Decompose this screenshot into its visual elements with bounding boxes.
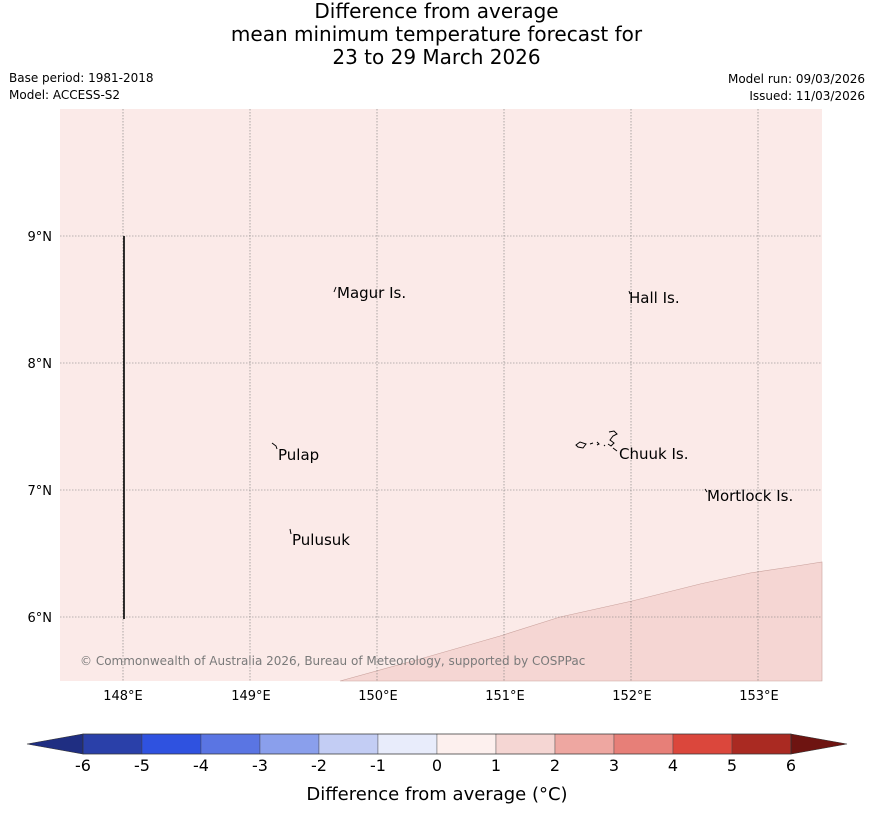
lon-tick-153e: 153°E — [739, 689, 779, 704]
colorbar-tick-label: 4 — [668, 756, 678, 775]
place-labels: Magur Is. Hall Is. Pulap Chuuk Is. Mortl… — [278, 284, 793, 549]
colorbar-bins — [82, 733, 792, 755]
colorbar-tick-label: -6 — [75, 756, 91, 775]
colorbar-under-arrow — [26, 733, 84, 755]
colorbar-over-arrow — [790, 733, 848, 755]
base-period: Base period: 1981-2018 — [9, 71, 154, 85]
meta-right: Model run: 09/03/2026 Issued: 11/03/2026 — [728, 71, 865, 105]
place-label-magur: Magur Is. — [337, 284, 406, 302]
lat-tick-9n: 9°N — [28, 230, 53, 245]
place-label-chuuk: Chuuk Is. — [619, 445, 688, 463]
colorbar-tick-label: 2 — [550, 756, 560, 775]
colorbar-tick-label: -5 — [134, 756, 150, 775]
map-panel: Magur Is. Hall Is. Pulap Chuuk Is. Mortl… — [60, 109, 823, 682]
colorbar-tick-label: 6 — [786, 756, 796, 775]
colorbar-tick-labels: -6 -5 -4 -3 -2 -1 0 1 2 3 4 5 6 — [75, 756, 796, 775]
lon-tick-labels: 148°E 149°E 150°E 151°E 152°E 153°E — [103, 689, 779, 704]
colorbar-bin — [554, 733, 615, 755]
title-line-2: mean minimum temperature forecast for — [230, 22, 643, 46]
colorbar-tick-label: 3 — [609, 756, 619, 775]
colorbar-bin — [259, 733, 320, 755]
model-run: Model run: 09/03/2026 — [727, 72, 865, 86]
place-label-pulap: Pulap — [278, 446, 319, 464]
colorbar-tick-label: -3 — [252, 756, 268, 775]
warmer-anomaly-region — [339, 561, 823, 682]
colorbar-tick-label: -2 — [311, 756, 327, 775]
lon-tick-149e: 149°E — [231, 689, 271, 704]
colorbar-tick-label: 5 — [727, 756, 737, 775]
pulap-coastline — [271, 442, 278, 450]
lon-tick-152e: 152°E — [612, 689, 652, 704]
map-title: Difference from average mean minimum tem… — [0, 0, 873, 69]
mortlock-coastline — [704, 488, 708, 493]
magur-coastline — [333, 286, 337, 293]
colorbar-bin — [495, 733, 556, 755]
colorbar-bin — [318, 733, 379, 755]
coastlines — [271, 286, 708, 535]
colorbar-tick-label: -1 — [370, 756, 386, 775]
colorbar-tick-label: -4 — [193, 756, 209, 775]
colorbar-bin — [436, 733, 497, 755]
place-label-mortlock: Mortlock Is. — [707, 487, 793, 505]
colorbar-label: Difference from average (°C) — [306, 784, 567, 805]
colorbar-bin — [200, 733, 261, 755]
colorbar-tick-label: 1 — [491, 756, 501, 775]
chuuk-coastline — [575, 430, 618, 452]
colorbar: -6 -5 -4 -3 -2 -1 0 1 2 3 4 5 6 Difference from aver… — [26, 733, 848, 805]
place-label-pulusuk: Pulusuk — [292, 531, 350, 549]
lat-tick-labels: 9°N 8°N 7°N 6°N — [28, 230, 53, 626]
model-name: Model: ACCESS-S2 — [9, 88, 121, 102]
colorbar-bin — [82, 733, 143, 755]
lat-tick-7n: 7°N — [28, 484, 53, 499]
title-line-3: 23 to 29 March 2026 — [332, 45, 541, 69]
lon-tick-150e: 150°E — [358, 689, 398, 704]
colorbar-frame — [82, 733, 792, 755]
lon-tick-151e: 151°E — [485, 689, 525, 704]
lat-tick-8n: 8°N — [28, 357, 53, 372]
colorbar-bin — [377, 733, 438, 755]
issued-date: Issued: 11/03/2026 — [749, 89, 865, 103]
title-line-1: Difference from average — [314, 0, 559, 23]
colorbar-tick-label: 0 — [432, 756, 442, 775]
pulusuk-coastline — [289, 528, 292, 535]
colorbar-bin — [141, 733, 202, 755]
meta-left: Base period: 1981-2018 Model: ACCESS-S2 — [9, 70, 154, 104]
lon-tick-148e: 148°E — [103, 689, 143, 704]
place-label-hall: Hall Is. — [629, 289, 680, 307]
hall-coastline — [628, 290, 631, 295]
colorbar-bin — [613, 733, 674, 755]
gridlines — [60, 109, 822, 681]
colorbar-bin — [672, 733, 733, 755]
lat-tick-6n: 6°N — [28, 611, 53, 626]
colorbar-bin — [731, 733, 792, 755]
copyright-text: © Commonwealth of Australia 2026, Bureau… — [80, 654, 585, 668]
